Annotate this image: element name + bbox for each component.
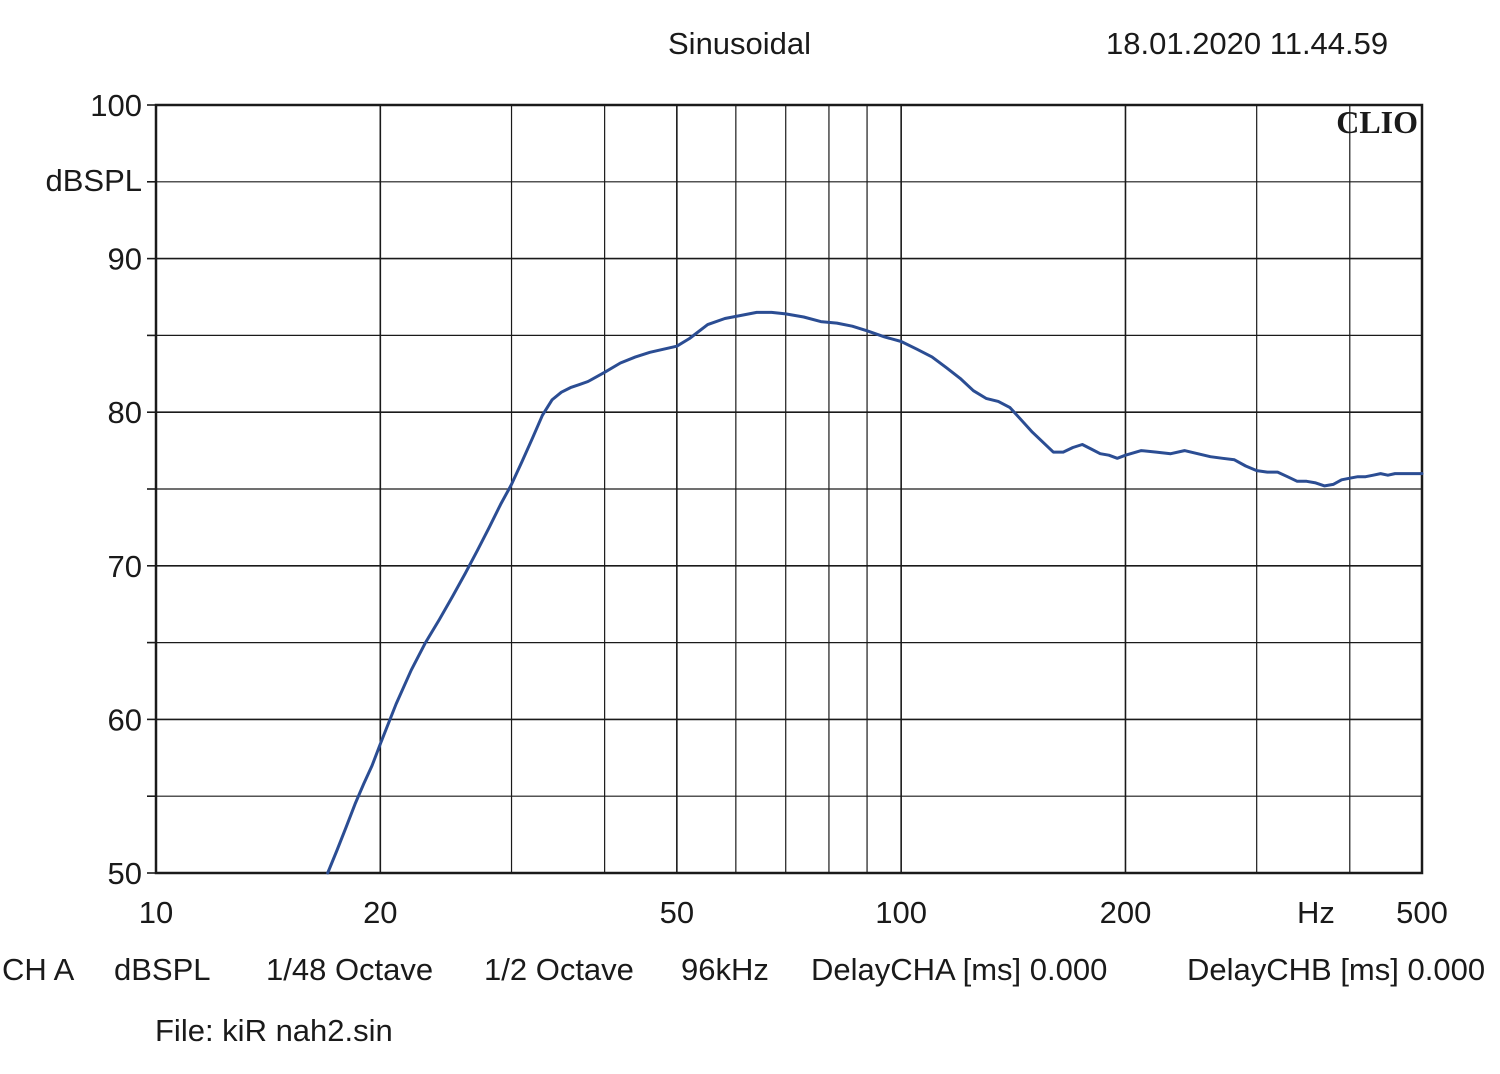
x-tick-label: 500 — [1396, 895, 1448, 930]
x-tick-label: 50 — [660, 895, 694, 930]
y-tick-label: 50 — [108, 856, 142, 891]
delay-b-label: DelayCHB [ms] 0.000 — [1187, 952, 1486, 987]
x-tick-label: 10 — [139, 895, 173, 930]
spl-curve — [326, 310, 1424, 875]
resolution-label: 1/48 Octave — [266, 952, 434, 987]
minor-grid — [156, 105, 1422, 873]
timestamp: 18.01.2020 11.44.59 — [1106, 26, 1389, 61]
unit-label: dBSPL — [114, 952, 211, 987]
measurement-info: CH A dBSPL 1/48 Octave 1/2 Octave 96kHz Delay… — [2, 952, 1485, 988]
y-tick-label: 60 — [108, 702, 142, 737]
sample-rate-label: 96kHz — [681, 952, 769, 987]
x-axis-label: Hz — [1297, 895, 1335, 930]
y-tick-label: 100 — [90, 88, 142, 123]
channel-label: CH A — [2, 952, 75, 987]
x-tick-label: 20 — [363, 895, 397, 930]
chart-title: Sinusoidal — [668, 26, 812, 61]
file-name: File: kiR nah2.sin — [155, 1013, 393, 1048]
y-tick-label: 70 — [108, 549, 142, 584]
y-axis-label: dBSPL — [45, 163, 142, 198]
delay-a-label: DelayCHA [ms] 0.000 — [811, 952, 1108, 987]
clio-watermark: CLIO — [1336, 104, 1418, 140]
x-axis: 10 20 50 100 200 500 — [139, 895, 1448, 930]
y-tick-label: 80 — [108, 395, 142, 430]
y-tick-label: 90 — [108, 242, 142, 277]
smoothing-label: 1/2 Octave — [484, 952, 634, 987]
y-axis: 50 60 70 80 90 100 — [90, 88, 156, 891]
x-tick-label: 200 — [1100, 895, 1152, 930]
x-tick-label: 100 — [875, 895, 927, 930]
major-grid — [156, 105, 1422, 873]
